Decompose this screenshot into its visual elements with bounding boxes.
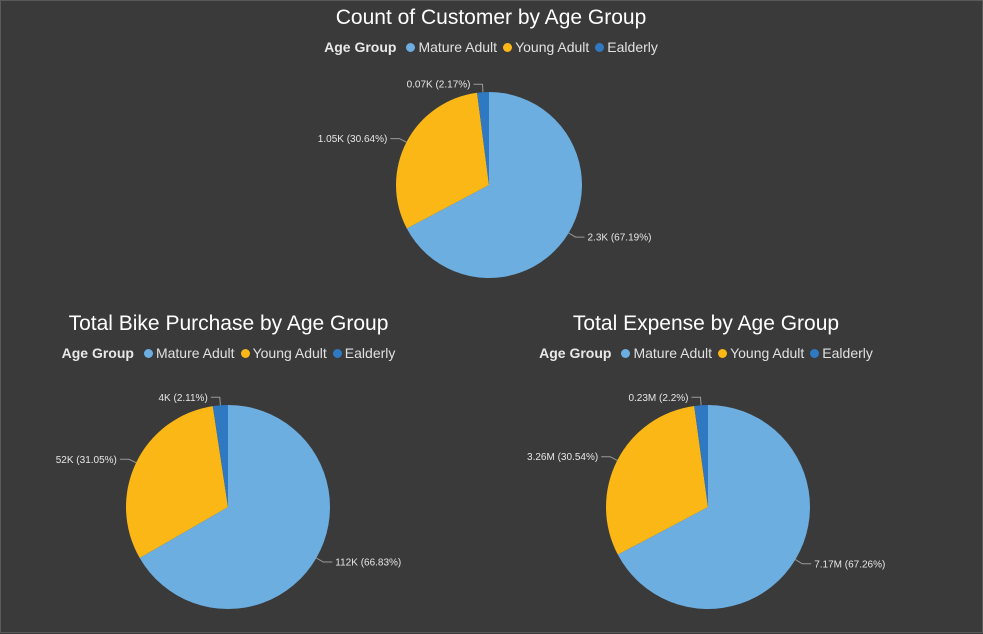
legend-dot-icon [406, 42, 416, 52]
legend-label: Mature Adult [155, 345, 235, 361]
leader-line [390, 138, 407, 143]
pie-chart: 2.3K (67.19%) 1.05K (30.64%) 0.07K (2.17%) [318, 80, 652, 278]
legend-dot-icon [595, 42, 605, 52]
chart-title: Total Expense by Age Group [572, 312, 840, 335]
data-label: 7.17M (67.26%) [814, 559, 885, 570]
pie-slice-mature-adult[interactable] [617, 405, 810, 609]
legend-item-ealderly[interactable]: Ealderly [810, 345, 873, 361]
legend-title: Age Group [61, 345, 134, 361]
leader-line [568, 232, 585, 238]
leader-line [316, 557, 333, 563]
data-label: 0.07K (2.17%) [407, 80, 471, 91]
data-label: 2.3K (67.19%) [588, 233, 652, 244]
leader-line [473, 83, 484, 93]
leader-line [119, 458, 137, 464]
data-label: 1.05K (30.64%) [318, 134, 388, 145]
pie-chart: 7.17M (67.26%) 3.26M (30.54%) 0.23M (2.2%) [527, 393, 885, 609]
leader-line [210, 396, 221, 406]
pie-slice-young-adult[interactable] [605, 405, 708, 555]
legend-item-mature-adult[interactable]: Mature Adult [621, 345, 712, 361]
leader-line [691, 396, 702, 406]
legend: Age Group Mature Adult Young Adult Ealde… [246, 39, 736, 55]
chart-title: Count of Customer by Age Group [335, 6, 647, 29]
legend-label: Mature Adult [418, 39, 498, 55]
legend-item-mature-adult[interactable]: Mature Adult [143, 345, 235, 361]
data-label: 0.23M (2.2%) [628, 393, 688, 404]
data-label: 112K (66.83%) [335, 558, 401, 569]
legend-title: Age Group [324, 39, 397, 55]
legend-dot-icon [810, 348, 820, 358]
legend-label: Young Adult [252, 345, 327, 361]
legend-item-young-adult[interactable]: Young Adult [718, 345, 804, 361]
pie-slice-ealderly[interactable] [694, 405, 708, 507]
legend-label: Young Adult [730, 345, 805, 361]
chart-total-bike-purchase[interactable]: Total Bike Purchase by Age Group Age Gro… [1, 307, 456, 634]
pie-slice-ealderly[interactable] [212, 405, 228, 507]
pie-slice-mature-adult[interactable] [139, 405, 331, 609]
legend-item-mature-adult[interactable]: Mature Adult [406, 39, 497, 55]
legend-item-young-adult[interactable]: Young Adult [503, 39, 589, 55]
legend-dot-icon [621, 348, 631, 358]
legend: Age Group Mature Adult Young Adult Ealde… [481, 345, 931, 361]
leader-line [795, 559, 812, 565]
leader-line [601, 456, 618, 461]
data-label: 3.26M (30.54%) [527, 452, 598, 463]
legend-dot-icon [332, 348, 342, 358]
legend-item-ealderly[interactable]: Ealderly [332, 345, 396, 361]
pie-slice-young-adult[interactable] [126, 406, 228, 558]
legend-label: Ealderly [822, 345, 873, 361]
legend-item-young-adult[interactable]: Young Adult [240, 345, 327, 361]
legend-dot-icon [503, 42, 513, 52]
data-label: 52K (31.05%) [56, 455, 117, 466]
legend-label: Ealderly [344, 345, 396, 361]
chart-title: Total Bike Purchase by Age Group [68, 312, 389, 335]
chart-total-expense[interactable]: Total Expense by Age Group Age Group Mat… [481, 307, 931, 634]
legend-dot-icon [240, 348, 250, 358]
legend-item-ealderly[interactable]: Ealderly [595, 39, 658, 55]
legend-dot-icon [718, 348, 728, 358]
data-label: 4K (2.11%) [159, 393, 208, 404]
pie-chart: 112K (66.83%) 52K (31.05%) 4K (2.11%) [56, 393, 401, 609]
legend-label: Ealderly [607, 39, 658, 55]
legend: Age Group Mature Adult Young Adult Ealde… [1, 345, 456, 361]
legend-label: Mature Adult [633, 345, 713, 361]
legend-label: Young Adult [515, 39, 590, 55]
pie-slice-young-adult[interactable] [396, 92, 489, 229]
legend-title: Age Group [539, 345, 612, 361]
chart-count-of-customer[interactable]: Count of Customer by Age Group Age Group… [246, 1, 736, 301]
pie-slice-mature-adult[interactable] [406, 92, 583, 278]
legend-dot-icon [143, 348, 153, 358]
pie-slice-ealderly[interactable] [477, 92, 489, 185]
